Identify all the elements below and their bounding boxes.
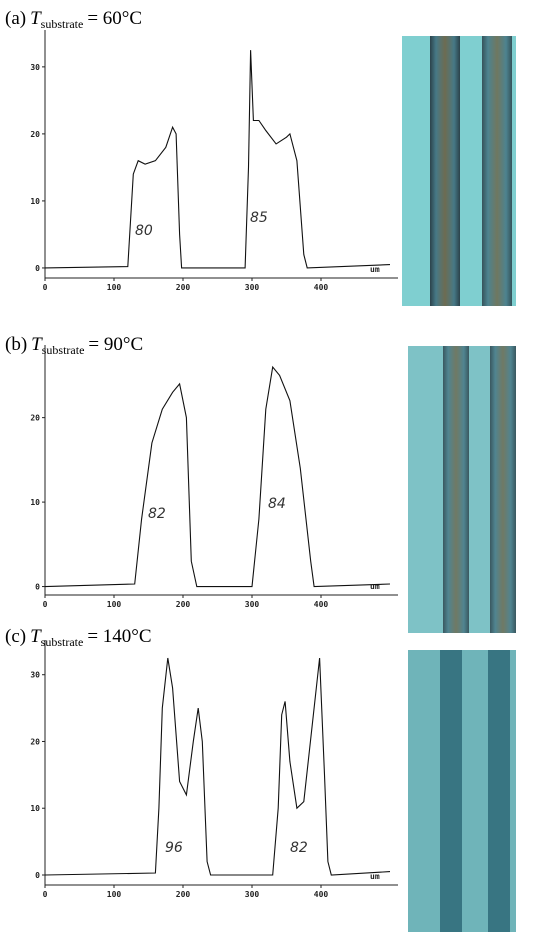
- x-tick-label: 300: [245, 600, 260, 609]
- x-tick-label: 100: [107, 890, 122, 899]
- micrograph-b: [408, 346, 516, 633]
- x-tick-label: 0: [43, 600, 48, 609]
- panel-title: (a) Tsubstrate = 60°C: [5, 8, 142, 31]
- x-tick-label: 0: [43, 283, 48, 292]
- panel-label: (b): [5, 334, 27, 355]
- y-tick-label: 20: [30, 737, 40, 746]
- x-unit-label: um: [370, 872, 380, 881]
- panel-title: (b) Tsubstrate = 90°C: [5, 334, 143, 357]
- profile-line: [44, 657, 391, 876]
- y-tick-label: 10: [30, 197, 40, 206]
- y-tick-label: 30: [30, 63, 40, 72]
- title-subscript: substrate: [42, 343, 85, 357]
- title-condition: = 60°C: [87, 8, 142, 29]
- y-tick-label: 0: [35, 264, 40, 273]
- x-tick-label: 100: [107, 600, 122, 609]
- x-tick-label: 300: [245, 890, 260, 899]
- handwritten-annotation: 82: [148, 506, 166, 522]
- y-tick-label: 0: [35, 871, 40, 880]
- y-tick-label: 20: [30, 130, 40, 139]
- y-tick-label: 0: [35, 583, 40, 592]
- micrograph-a: [402, 36, 516, 306]
- handwritten-annotation: 85: [250, 210, 268, 226]
- x-tick-label: 0: [43, 890, 48, 899]
- handwritten-annotation: 84: [268, 496, 286, 512]
- title-condition: = 90°C: [88, 334, 143, 355]
- title-subscript: substrate: [41, 17, 84, 31]
- x-tick-label: 200: [176, 890, 191, 899]
- handwritten-annotation: 82: [290, 840, 308, 856]
- title-variable: T: [31, 334, 43, 355]
- x-unit-label: um: [370, 582, 380, 591]
- micrograph-c: [408, 650, 516, 932]
- panel-title: (c) Tsubstrate = 140°C: [5, 626, 152, 649]
- title-variable: T: [30, 626, 42, 647]
- profile-line: [44, 365, 391, 588]
- handwritten-annotation: 96: [165, 840, 183, 856]
- x-tick-label: 400: [314, 283, 329, 292]
- title-variable: T: [30, 8, 42, 29]
- x-tick-label: 400: [314, 600, 329, 609]
- panel-label: (a): [5, 8, 26, 29]
- y-tick-label: 10: [30, 498, 40, 507]
- x-tick-label: 300: [245, 283, 260, 292]
- panel-label: (c): [5, 626, 26, 647]
- x-tick-label: 400: [314, 890, 329, 899]
- x-tick-label: 100: [107, 283, 122, 292]
- title-condition: = 140°C: [87, 626, 151, 647]
- handwritten-annotation: 80: [135, 223, 153, 239]
- y-tick-label: 10: [30, 804, 40, 813]
- y-tick-label: 20: [30, 414, 40, 423]
- x-tick-label: 200: [176, 283, 191, 292]
- y-tick-label: 30: [30, 671, 40, 680]
- profile-line: [44, 50, 391, 269]
- x-unit-label: um: [370, 265, 380, 274]
- title-subscript: substrate: [41, 635, 84, 649]
- x-tick-label: 200: [176, 600, 191, 609]
